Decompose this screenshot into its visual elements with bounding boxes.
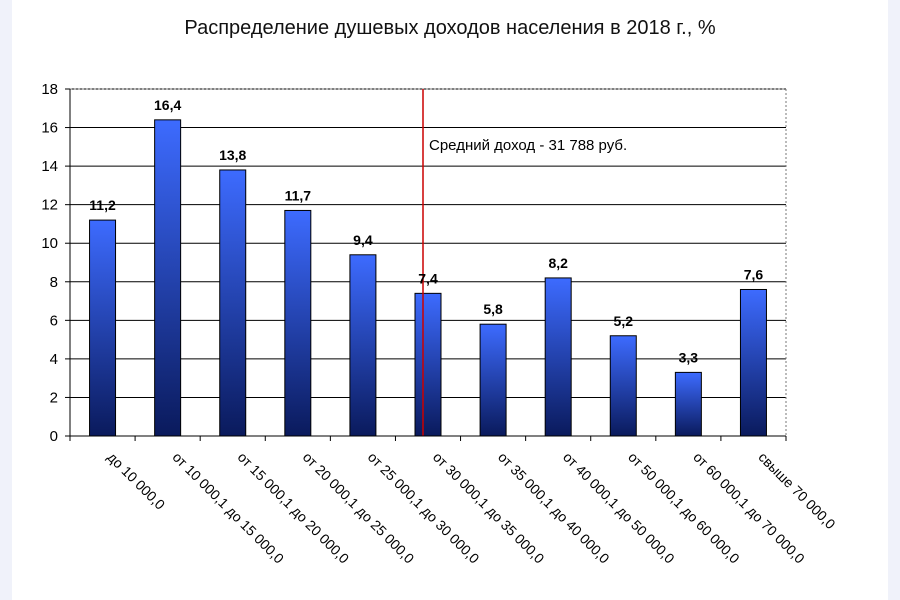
data-label: 5,2 [614, 313, 634, 329]
bars [89, 119, 767, 437]
y-tick-label: 2 [50, 389, 58, 406]
data-label: 16,4 [154, 97, 181, 113]
x-tick-label: от 10 000,1 до 15 000,0 [170, 449, 288, 567]
average-income-label: Средний доход - 31 788 руб. [429, 137, 627, 154]
reference-line-group: Средний доход - 31 788 руб. [422, 89, 627, 436]
data-label: 11,2 [89, 197, 116, 213]
bar [609, 335, 637, 437]
x-tick-label: от 60 000,1 до 70 000,0 [690, 449, 808, 567]
bar [479, 323, 507, 437]
x-tick-label: до 10 000,0 [104, 449, 168, 513]
x-tick-label: от 20 000,1 до 25 000,0 [300, 449, 418, 567]
bar [349, 254, 377, 437]
y-tick-label: 14 [41, 158, 58, 175]
x-tick-label: от 15 000,1 до 20 000,0 [235, 449, 353, 567]
x-tick-label: от 25 000,1 до 30 000,0 [365, 449, 483, 567]
y-tick-label: 12 [41, 197, 58, 214]
data-label: 3,3 [679, 349, 699, 365]
data-labels: 11,2 16,4 13,8 11,7 9,4 7,4 5,8 8,2 5,2 3,3 7,6 [89, 97, 763, 366]
data-label: 9,4 [353, 232, 373, 248]
data-label: 8,2 [548, 255, 568, 271]
bar [154, 119, 182, 437]
chart-stage: Распределение душевых доходов населения … [12, 0, 888, 600]
y-tick-label: 18 [41, 81, 58, 98]
bar [414, 292, 442, 437]
chart-title: Распределение душевых доходов населения … [184, 17, 715, 39]
y-tick-label: 16 [41, 120, 58, 137]
x-tick-label: от 40 000,1 до 50 000,0 [560, 449, 678, 567]
y-tick-label: 10 [41, 235, 58, 252]
bar [219, 169, 247, 437]
axes [65, 88, 787, 441]
y-tick-label: 4 [50, 351, 58, 368]
bar [544, 277, 572, 437]
plot-frame [70, 88, 787, 436]
x-tick-label: от 30 000,1 до 35 000,0 [430, 449, 548, 567]
y-tick-label: 8 [50, 274, 58, 291]
bar [89, 219, 117, 437]
data-label: 7,6 [744, 266, 764, 282]
y-tick-label: 0 [50, 428, 58, 445]
data-label: 7,4 [418, 270, 438, 286]
x-tick-label: от 35 000,1 до 40 000,0 [495, 449, 613, 567]
data-label: 11,7 [285, 187, 312, 203]
bar [284, 209, 312, 437]
data-label: 13,8 [219, 147, 246, 163]
bar-chart: Распределение душевых доходов населения … [41, 17, 839, 567]
data-label: 5,8 [483, 301, 503, 317]
bar [674, 371, 702, 437]
x-tick-label: от 50 000,1 до 60 000,0 [625, 449, 743, 567]
bar [739, 288, 767, 437]
y-tick-label: 6 [50, 312, 58, 329]
